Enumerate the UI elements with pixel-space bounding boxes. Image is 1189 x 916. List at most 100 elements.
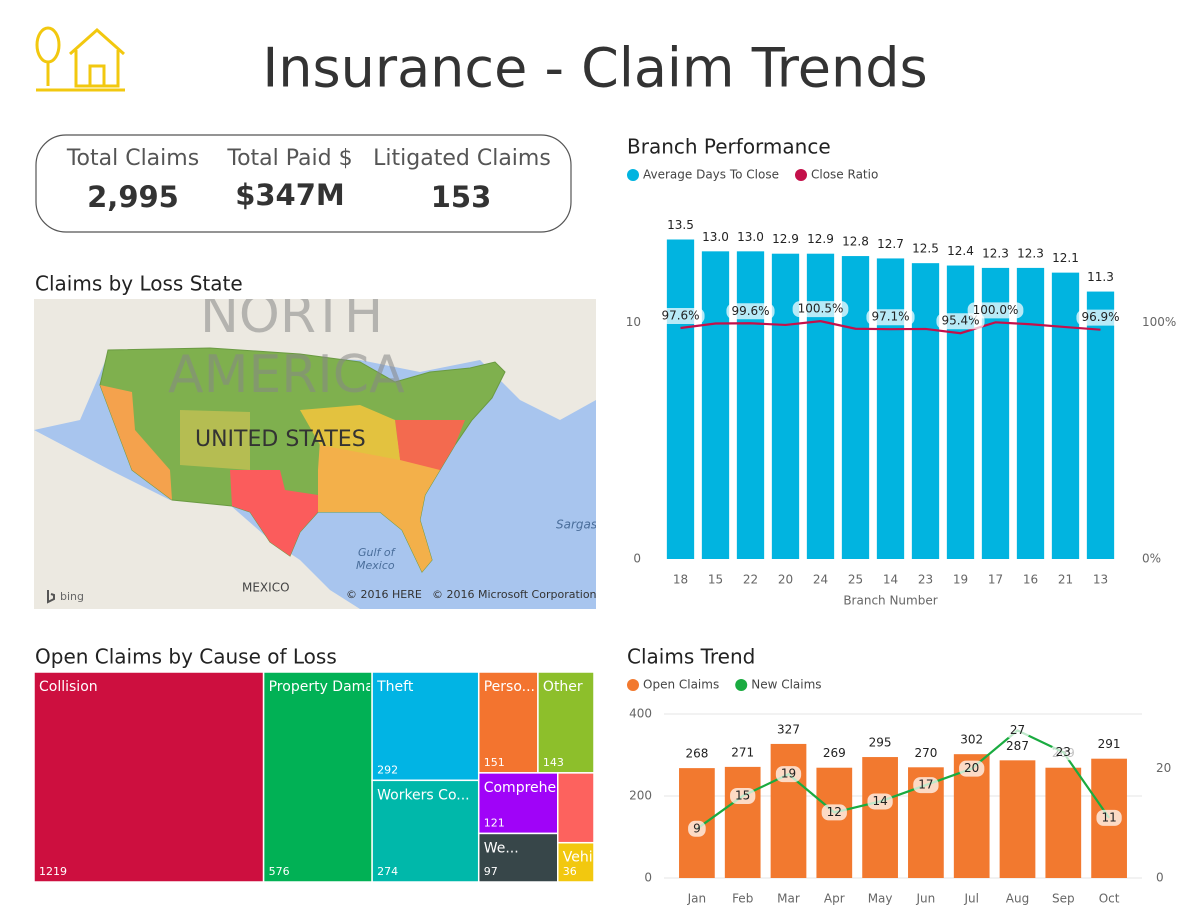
bar	[770, 743, 807, 878]
treemap-tile	[477, 772, 559, 835]
kpi-label: Total Paid $	[226, 146, 352, 171]
map-label: bing	[60, 590, 84, 603]
line-label: 15	[735, 789, 750, 803]
legend-marker	[795, 169, 807, 181]
legend-label: Average Days To Close	[643, 168, 779, 182]
map-label: © 2016 Microsoft Corporation	[432, 588, 597, 601]
x-tick-label: 13	[1093, 573, 1108, 587]
treemap-tile	[371, 671, 480, 782]
x-tick-label: 22	[743, 573, 758, 587]
x-tick-label: 24	[813, 573, 828, 587]
line-label: 12	[827, 805, 842, 819]
treemap-tile	[262, 671, 373, 883]
page-title: Insurance - Claim Trends	[262, 37, 927, 100]
bar-label: 12.3	[1017, 246, 1044, 260]
bar	[771, 253, 800, 559]
x-tick-label: Feb	[732, 892, 753, 906]
bar-label: 327	[777, 722, 800, 736]
line-label-bg	[959, 760, 985, 777]
x-tick-label: Oct	[1099, 892, 1120, 906]
bar	[666, 239, 695, 559]
map-label: Gulf of	[358, 546, 397, 559]
bar-label: 12.9	[807, 232, 834, 246]
map-label: AMERICA	[168, 345, 405, 405]
tile-labels: Theft 292	[376, 679, 414, 776]
bar-label: 13.0	[702, 230, 729, 244]
x-tick-label: Jan	[687, 892, 707, 906]
bar	[841, 256, 870, 559]
treemap-tile	[371, 779, 480, 883]
bar	[724, 766, 761, 878]
bar-label: 295	[869, 736, 892, 750]
line	[696, 729, 1111, 830]
kpi-label: Total Claims	[66, 146, 199, 171]
line-label-bg	[1096, 809, 1122, 826]
bar-label: 291	[1098, 737, 1121, 751]
tile-name: Theft	[376, 679, 414, 695]
bar	[1051, 272, 1080, 559]
bar-label: 12.4	[947, 244, 974, 258]
bar	[911, 263, 940, 559]
bar-label: 12.5	[912, 242, 939, 256]
map-title: Claims by Loss State	[35, 272, 243, 296]
x-tick-label: Sep	[1052, 892, 1075, 906]
bar	[876, 258, 905, 559]
tile-value: 1219	[39, 865, 67, 878]
line-label: 97.6%	[661, 309, 699, 323]
line-label: 99.6%	[731, 304, 769, 318]
chart-title: Branch Performance	[627, 135, 831, 159]
line-label: 17	[918, 778, 933, 792]
tile-name: We...	[484, 840, 519, 856]
x-tick-label: 20	[778, 573, 793, 587]
y-tick-label: 200	[629, 789, 652, 803]
legend-marker	[627, 169, 639, 181]
x-tick-label: May	[868, 892, 893, 906]
kpi-value: 153	[431, 180, 492, 214]
legend-label: Open Claims	[643, 678, 719, 692]
tile-labels: Property Damage 576	[269, 679, 370, 878]
y-tick-label: 10	[626, 315, 641, 329]
x-tick-label: 16	[1023, 573, 1038, 587]
kpi-value: $347M	[235, 178, 345, 212]
line-label-bg	[688, 820, 706, 837]
bar-label: 270	[914, 746, 937, 760]
tile-name: Vehicle ...	[563, 850, 631, 866]
line-label-bg	[775, 766, 802, 783]
tile-name: Collision	[39, 679, 98, 695]
bar-label: 268	[685, 747, 708, 761]
tile-value: 292	[377, 763, 398, 776]
line-label-bg	[967, 302, 1024, 319]
land-north	[34, 299, 596, 430]
line-label: 100.0%	[973, 303, 1019, 317]
bar-label: 302	[960, 733, 983, 747]
tile-labels: Collision 1219	[39, 679, 98, 878]
line-label: 27	[1010, 723, 1025, 737]
line-label: 20	[964, 761, 979, 775]
bar-label: 12.9	[772, 232, 799, 246]
x-tick-label: 23	[918, 573, 933, 587]
y-tick-label: 0	[644, 871, 652, 885]
x-axis-title: Branch Number	[843, 594, 937, 608]
y-tick-label: 400	[629, 707, 652, 721]
line-label: 95.4%	[941, 314, 979, 328]
state-region	[300, 405, 400, 460]
map-label: NORTH	[200, 285, 383, 345]
tile-name: Other	[543, 679, 583, 695]
x-tick-label: 17	[988, 573, 1003, 587]
line-label: 97.1%	[871, 310, 909, 324]
x-tick-label: 19	[953, 573, 968, 587]
line-label: 19	[781, 767, 796, 781]
x-tick-label: Jul	[963, 892, 978, 906]
tile-value: 576	[269, 865, 290, 878]
legend-marker	[735, 679, 748, 691]
line-label-bg	[656, 308, 705, 325]
line-label: 23	[1056, 745, 1071, 759]
map-label: © 2016 HERE	[346, 588, 422, 601]
line-label: 96.9%	[1081, 310, 1119, 324]
map-label: Mexico	[356, 559, 395, 572]
line-label-bg	[1076, 309, 1125, 326]
tile-name: Comprehe...	[484, 780, 570, 796]
